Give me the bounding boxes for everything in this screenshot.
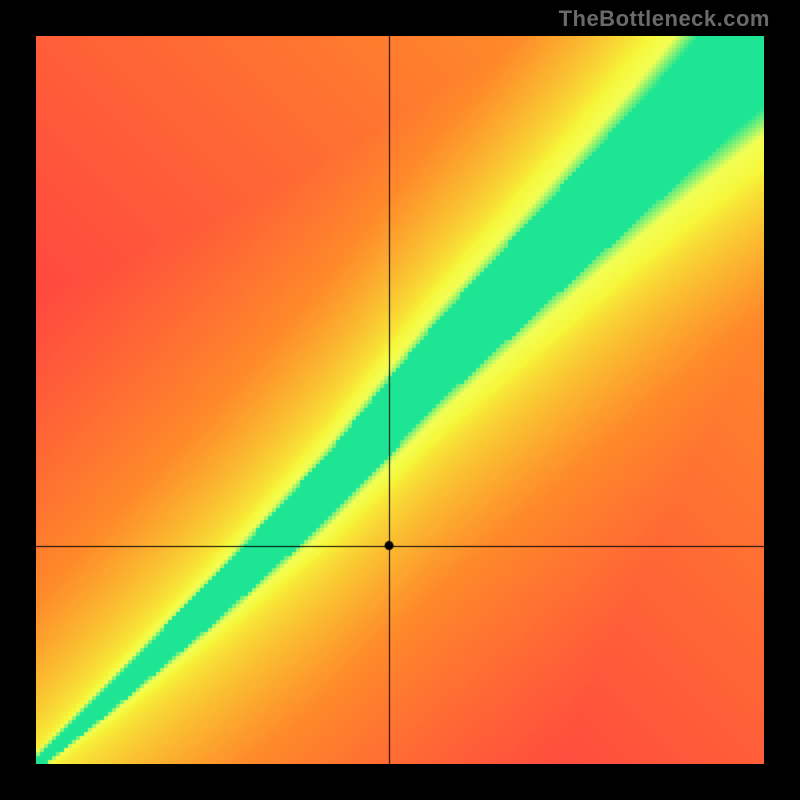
heatmap-plot (36, 36, 764, 764)
watermark-text: TheBottleneck.com (559, 6, 770, 32)
chart-container: TheBottleneck.com (0, 0, 800, 800)
